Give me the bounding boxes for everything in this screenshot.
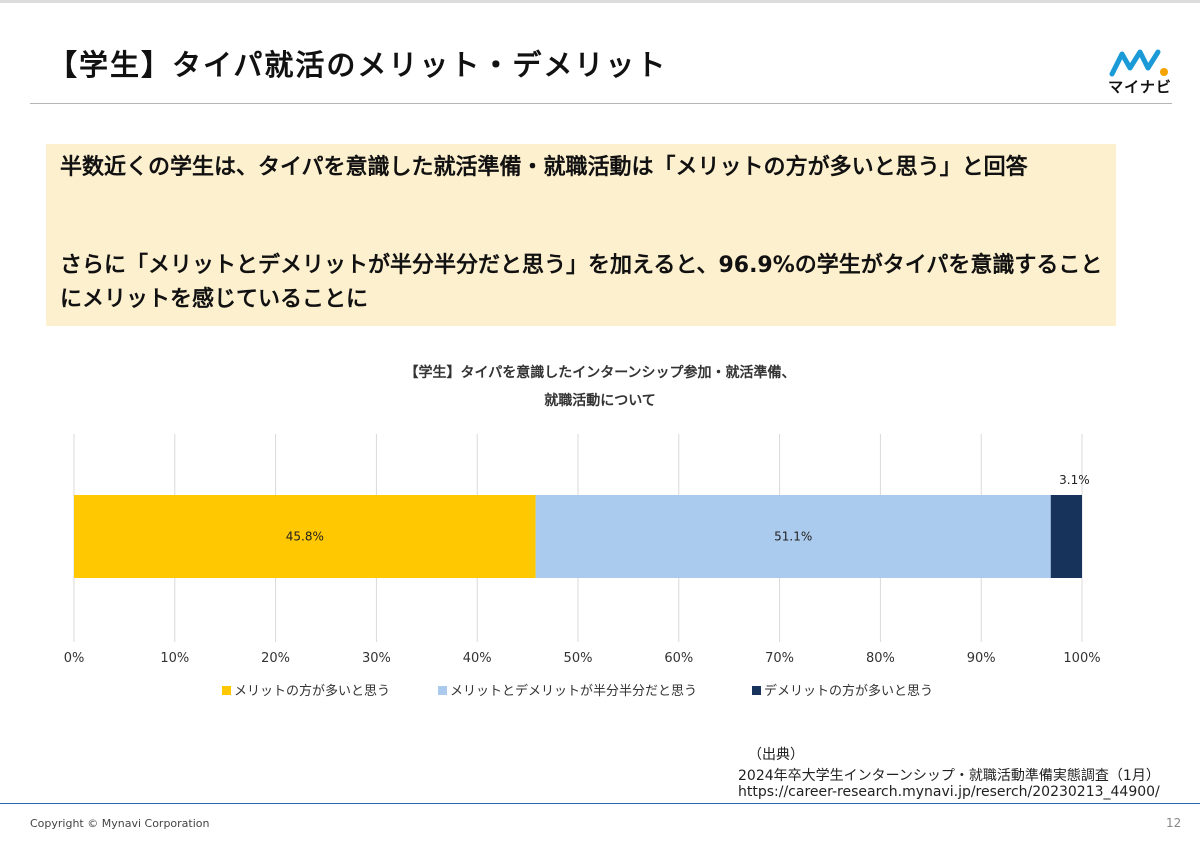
legend-label-merit: メリットの方が多いと思う bbox=[234, 684, 391, 699]
page-title: 【学生】タイパ就活のメリット・デメリット bbox=[48, 48, 668, 82]
logo-mark-icon bbox=[1109, 49, 1168, 77]
data-label-2: 3.1% bbox=[1059, 473, 1090, 487]
summary-box: 半数近くの学生は、タイパを意識した就活準備・就職活動は「メリットの方が多いと思う… bbox=[46, 144, 1116, 326]
chart-title-line-2: 就職活動について bbox=[544, 393, 656, 409]
data-label-0: 45.8% bbox=[286, 530, 324, 544]
footer-divider bbox=[0, 803, 1200, 804]
x-tick-label: 60% bbox=[664, 651, 693, 666]
legend-label-demerit: デメリットの方が多いと思う bbox=[764, 684, 934, 699]
source-url[interactable]: https://career-research.mynavi.jp/reserc… bbox=[738, 784, 1160, 800]
x-tick-label: 70% bbox=[765, 651, 794, 666]
source-label: （出典） bbox=[748, 747, 804, 763]
copyright-text: Copyright © Mynavi Corporation bbox=[30, 817, 210, 830]
page-number: 12 bbox=[1166, 816, 1182, 830]
summary-text-2: さらに「メリットとデメリットが半分半分だと思う」を加えると、96.9%の学生がタ… bbox=[60, 253, 1103, 312]
legend-item-demerit: デメリットの方が多いと思う bbox=[752, 680, 933, 699]
x-tick-label: 30% bbox=[362, 651, 391, 666]
legend-label-half: メリットとデメリットが半分半分だと思う bbox=[450, 684, 698, 699]
x-tick-label: 50% bbox=[564, 651, 593, 666]
x-tick-label: 90% bbox=[967, 651, 996, 666]
top-border bbox=[0, 0, 1200, 3]
x-tick-label: 0% bbox=[64, 651, 85, 666]
data-label-1: 51.1% bbox=[774, 530, 812, 544]
x-tick-label: 80% bbox=[866, 651, 895, 666]
mynavi-logo: マイナビ bbox=[1108, 48, 1172, 98]
source-name: 2024年卒大学生インターンシップ・就職活動準備実態調査（1月） bbox=[738, 768, 1160, 784]
legend-swatch-half bbox=[438, 686, 447, 695]
x-tick-label: 100% bbox=[1063, 651, 1100, 666]
x-tick-label: 40% bbox=[463, 651, 492, 666]
bar-segment-2 bbox=[1050, 495, 1082, 578]
legend-item-merit: メリットの方が多いと思う bbox=[222, 680, 390, 699]
legend-item-half: メリットとデメリットが半分半分だと思う bbox=[438, 680, 697, 699]
chart-title-line-1: 【学生】タイパを意識したインターンシップ参加・就活準備、 bbox=[404, 365, 796, 381]
bar-segment-0 bbox=[74, 495, 536, 578]
bar-segment-1 bbox=[535, 495, 1051, 578]
logo-text: マイナビ bbox=[1108, 78, 1172, 96]
stacked-bar-chart: 0% 10% 20% 30% 40% 50% 60% 70% 80% 90% 100% 45.8% 51… bbox=[64, 434, 1101, 666]
title-divider bbox=[30, 103, 1172, 104]
legend-swatch-merit bbox=[222, 686, 231, 695]
legend-swatch-demerit bbox=[752, 686, 761, 695]
summary-text-1: 半数近くの学生は、タイパを意識した就活準備・就職活動は「メリットの方が多いと思う… bbox=[60, 155, 1028, 180]
x-tick-label: 10% bbox=[160, 651, 189, 666]
x-tick-label: 20% bbox=[261, 651, 290, 666]
